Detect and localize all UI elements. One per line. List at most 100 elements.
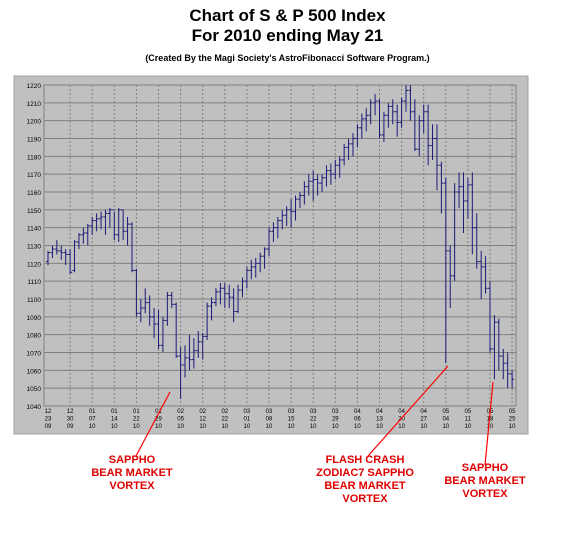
- x-tick-label: 12: [45, 409, 52, 415]
- ohlc-bar: [99, 211, 104, 230]
- y-tick-label: 1050: [27, 386, 42, 393]
- y-tick-label: 1070: [27, 351, 42, 358]
- ohlc-bar: [408, 85, 413, 121]
- ohlc-bar: [302, 181, 307, 205]
- y-tick-label: 1190: [27, 137, 41, 144]
- y-tick-label: 1080: [27, 333, 42, 340]
- ohlc-bar: [426, 104, 431, 166]
- x-tick-label: 09: [45, 424, 52, 430]
- y-tick-label: 1200: [27, 119, 42, 126]
- x-tick-label: 22: [133, 417, 140, 423]
- x-tick-label: 03: [266, 409, 273, 415]
- chart-title: Chart of S & P 500 Index: [189, 6, 386, 25]
- ohlc-bar: [227, 284, 232, 308]
- y-tick-label: 1180: [27, 154, 41, 161]
- y-tick-label: 1130: [27, 244, 41, 251]
- x-tick-label: 10: [155, 424, 162, 430]
- x-tick-label: 01: [89, 409, 96, 415]
- x-tick-label: 02: [199, 409, 206, 415]
- annotation-line: VORTEX: [109, 480, 155, 492]
- ohlc-bar: [76, 233, 81, 250]
- ohlc-bar: [315, 174, 320, 196]
- ohlc-bar: [72, 240, 77, 273]
- ohlc-bar: [143, 288, 148, 314]
- ohlc-bar: [417, 115, 422, 157]
- x-tick-label: 11: [465, 417, 472, 423]
- ohlc-bar: [116, 208, 121, 242]
- ohlc-bar: [85, 224, 90, 246]
- x-tick-label: 04: [442, 417, 449, 423]
- y-tick-label: 1160: [27, 190, 41, 197]
- ohlc-bar: [434, 124, 439, 191]
- ohlc-bar: [364, 108, 369, 132]
- x-tick-label: 08: [266, 417, 273, 423]
- y-tick-label: 1170: [27, 172, 41, 179]
- ohlc-bar: [496, 318, 501, 371]
- ohlc-bar: [134, 268, 139, 317]
- y-tick-label: 1120: [27, 261, 41, 268]
- x-tick-label: 10: [221, 424, 228, 430]
- ohlc-bar: [483, 256, 488, 294]
- ohlc-bar: [63, 249, 68, 266]
- ohlc-bar: [152, 307, 157, 339]
- x-tick-label: 10: [133, 424, 140, 430]
- ohlc-bar: [337, 156, 342, 178]
- ohlc-bar: [430, 124, 435, 160]
- x-tick-label: 29: [155, 417, 162, 423]
- y-tick-label: 1040: [27, 404, 42, 411]
- x-tick-label: 10: [199, 424, 206, 430]
- x-tick-label: 10: [487, 424, 494, 430]
- ohlc-bar: [346, 138, 351, 160]
- ohlc-bar: [178, 347, 183, 399]
- x-tick-label: 15: [288, 417, 295, 423]
- ohlc-bar: [125, 216, 130, 246]
- ohlc-bar: [373, 93, 378, 116]
- ohlc-bar: [395, 104, 400, 137]
- ohlc-bar: [381, 111, 386, 143]
- ohlc-bar: [262, 247, 267, 269]
- annotation-line: ZODIAC7 SAPPHO: [316, 467, 414, 479]
- ohlc-bar: [267, 227, 271, 257]
- x-tick-label: 10: [420, 424, 427, 430]
- x-tick-label: 09: [67, 424, 74, 430]
- annotation-arrow: [484, 381, 494, 466]
- annotation-flash-crash: FLASH CRASH ZODIAC7 SAPPHO BEAR MARKET V…: [300, 454, 430, 506]
- chart-credit: (Created By the Magi Society's AstroFibo…: [145, 53, 430, 63]
- ohlc-bar: [68, 249, 73, 275]
- ohlc-bar: [209, 297, 214, 321]
- ohlc-bar: [492, 315, 497, 380]
- ohlc-bar: [46, 250, 50, 266]
- ohlc-bar: [443, 177, 448, 364]
- ohlc-bar: [328, 163, 333, 185]
- ohlc-bar: [54, 240, 59, 255]
- x-tick-label: 22: [221, 417, 228, 423]
- ohlc-bar: [183, 345, 188, 378]
- x-tick-label: 05: [509, 409, 516, 415]
- x-tick-label: 30: [67, 417, 74, 423]
- x-tick-label: 10: [244, 424, 251, 430]
- ohlc-bar: [138, 299, 143, 323]
- ohlc-bar: [236, 284, 241, 314]
- x-tick-label: 13: [376, 417, 383, 423]
- ohlc-bar: [479, 250, 484, 299]
- x-tick-label: 06: [354, 417, 361, 423]
- ohlc-bar: [81, 227, 86, 244]
- x-tick-label: 10: [465, 424, 472, 430]
- x-tick-label: 10: [177, 424, 184, 430]
- x-tick-label: 07: [89, 417, 96, 423]
- annotation-line: VORTEX: [462, 488, 508, 500]
- x-tick-label: 12: [67, 409, 74, 415]
- ohlc-bar: [205, 302, 210, 341]
- annotation-sappho-feb: SAPPHO BEAR MARKET VORTEX: [72, 454, 192, 493]
- ohlc-bar: [465, 177, 470, 219]
- ohlc-bar: [240, 277, 245, 298]
- ohlc-bar: [258, 252, 263, 273]
- x-tick-label: 05: [177, 417, 184, 423]
- ohlc-bar: [187, 334, 192, 371]
- ohlc-bar: [147, 295, 152, 326]
- x-tick-label: 18: [487, 417, 494, 423]
- ohlc-bar: [510, 370, 515, 389]
- x-tick-label: 04: [354, 409, 361, 415]
- ohlc-bar: [470, 172, 475, 255]
- x-tick-label: 01: [111, 409, 118, 415]
